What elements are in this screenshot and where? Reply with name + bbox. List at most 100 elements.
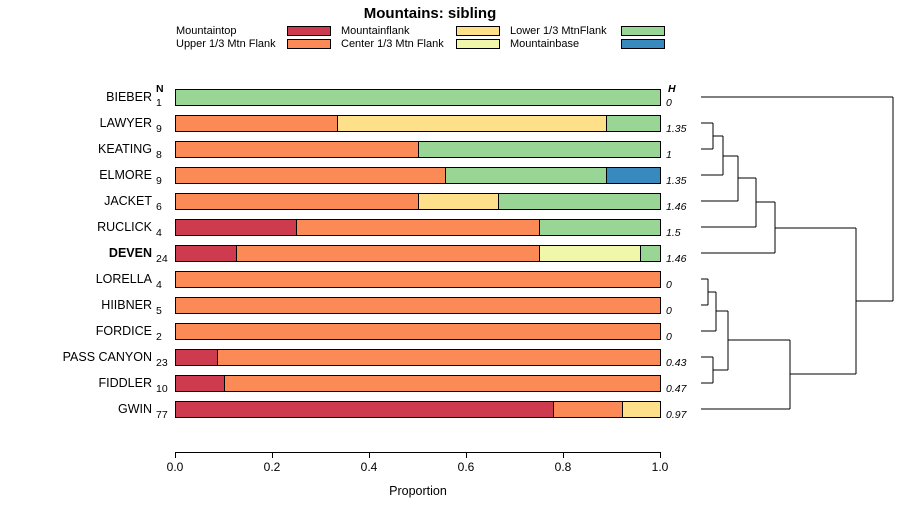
bar-segment-upper13 <box>175 323 661 340</box>
n-value: 8 <box>156 149 162 161</box>
row-label: LORELLA <box>95 272 152 286</box>
row-label: KEATING <box>98 142 152 156</box>
x-axis-tick <box>369 453 370 458</box>
legend-label: Lower 1/3 MtnFlank <box>510 25 607 37</box>
legend-swatch-center13 <box>456 39 500 49</box>
x-axis-tick <box>466 453 467 458</box>
bar-segment-mountaintop <box>175 401 554 418</box>
bar-segment-lower13 <box>175 89 661 106</box>
bar-row <box>175 323 661 340</box>
h-value: 0.97 <box>666 409 687 421</box>
bar-segment-center13 <box>539 245 641 262</box>
bar-segment-upper13 <box>175 115 338 132</box>
bar-row <box>175 245 661 262</box>
bar-segment-mountaintop <box>175 375 225 392</box>
n-column-header: N <box>156 83 164 95</box>
n-value: 4 <box>156 227 162 239</box>
bar-segment-upper13 <box>175 297 661 314</box>
n-value: 9 <box>156 175 162 187</box>
bar-row <box>175 401 661 418</box>
bar-segment-upper13 <box>175 167 446 184</box>
n-value: 77 <box>156 409 168 421</box>
n-value: 24 <box>156 253 168 265</box>
row-label: RUCLICK <box>97 220 152 234</box>
legend-swatch-lower13 <box>621 26 665 36</box>
h-value: 1 <box>666 149 672 161</box>
legend-label: Mountainbase <box>510 38 580 50</box>
h-value: 1.46 <box>666 253 687 265</box>
n-value: 9 <box>156 123 162 135</box>
bar-segment-mountaintop <box>175 245 237 262</box>
bar-segment-upper13 <box>553 401 623 418</box>
bar-segment-upper13 <box>224 375 661 392</box>
h-value: 1.5 <box>666 227 681 239</box>
bar-segment-upper13 <box>175 193 419 210</box>
bar-segment-lower13 <box>539 219 661 236</box>
bar-segment-mountainflank <box>622 401 661 418</box>
x-axis-tick <box>175 453 176 458</box>
x-tick-label: 0.8 <box>554 460 572 474</box>
row-label: LAWYER <box>99 116 152 130</box>
row-label: HIIBNER <box>101 298 152 312</box>
bar-segment-mountainflank <box>418 193 499 210</box>
bar-segment-mountainbase <box>606 167 661 184</box>
h-value: 1.35 <box>666 175 687 187</box>
bar-segment-lower13 <box>418 141 661 158</box>
bar-segment-lower13 <box>606 115 661 132</box>
row-label: FORDICE <box>95 324 152 338</box>
row-label: FIDDLER <box>98 376 152 390</box>
row-label: GWIN <box>117 402 152 416</box>
x-tick-label: 0.6 <box>457 460 475 474</box>
chart-title: Mountains: sibling <box>363 5 497 22</box>
bar-segment-upper13 <box>175 141 419 158</box>
h-value: 1.46 <box>666 201 687 213</box>
x-axis-tick <box>272 453 273 458</box>
x-axis-tick <box>563 453 564 458</box>
x-axis-title: Proportion <box>389 484 447 498</box>
x-tick-label: 0.4 <box>360 460 378 474</box>
row-label: PASS CANYON <box>62 350 152 364</box>
legend-swatch-mountainbase <box>621 39 665 49</box>
bar-row <box>175 297 661 314</box>
h-column-header: H <box>668 83 676 95</box>
bar-row <box>175 115 661 132</box>
n-value: 1 <box>156 97 162 109</box>
x-tick-label: 0.0 <box>166 460 184 474</box>
x-tick-label: 0.2 <box>263 460 281 474</box>
row-label: ELMORE <box>99 168 152 182</box>
bar-segment-mountainflank <box>337 115 607 132</box>
bar-segment-mountaintop <box>175 349 218 366</box>
bar-row <box>175 167 661 184</box>
n-value: 6 <box>156 201 162 213</box>
h-value: 0 <box>666 97 672 109</box>
bar-segment-mountaintop <box>175 219 297 236</box>
legend-label: Mountainflank <box>341 25 410 37</box>
x-axis-tick <box>660 453 661 458</box>
legend-label: Center 1/3 Mtn Flank <box>341 38 444 50</box>
row-label: DEVEN <box>108 246 152 260</box>
h-value: 0 <box>666 331 672 343</box>
n-value: 10 <box>156 383 168 395</box>
bar-row <box>175 349 661 366</box>
legend-swatch-mountaintop <box>287 26 331 36</box>
bar-segment-lower13 <box>445 167 607 184</box>
x-tick-label: 1.0 <box>651 460 669 474</box>
h-value: 0.47 <box>666 383 687 395</box>
legend-label: Mountaintop <box>176 25 237 37</box>
legend-swatch-mountainflank <box>456 26 500 36</box>
legend-label: Upper 1/3 Mtn Flank <box>176 38 276 50</box>
bar-segment-upper13 <box>175 271 661 288</box>
n-value: 2 <box>156 331 162 343</box>
bar-row <box>175 141 661 158</box>
n-value: 23 <box>156 357 168 369</box>
n-value: 5 <box>156 305 162 317</box>
row-label: BIEBER <box>106 90 152 104</box>
bar-row <box>175 375 661 392</box>
bar-segment-upper13 <box>296 219 540 236</box>
h-value: 0 <box>666 305 672 317</box>
bar-row <box>175 193 661 210</box>
bar-segment-upper13 <box>236 245 540 262</box>
bar-segment-lower13 <box>498 193 661 210</box>
